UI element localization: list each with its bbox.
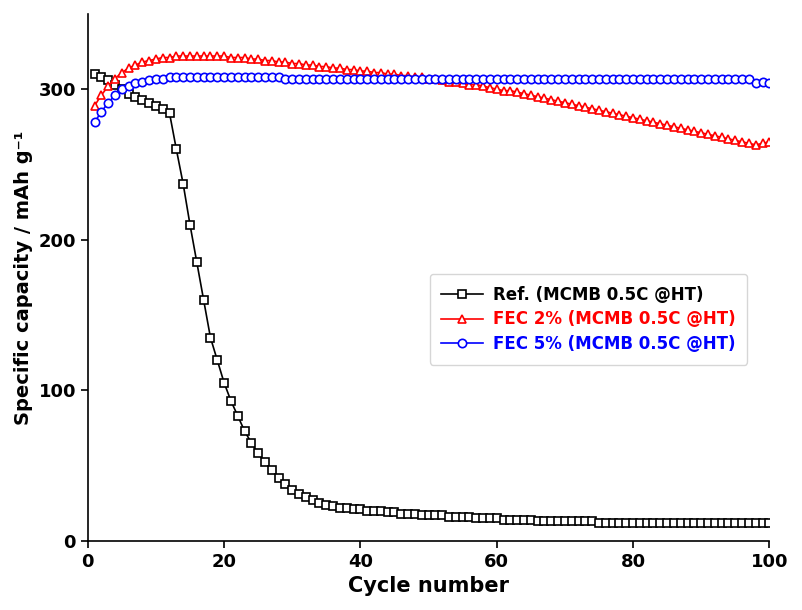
X-axis label: Cycle number: Cycle number — [348, 576, 509, 596]
Legend: Ref. (MCMB 0.5C @HT), FEC 2% (MCMB 0.5C @HT), FEC 5% (MCMB 0.5C @HT): Ref. (MCMB 0.5C @HT), FEC 2% (MCMB 0.5C … — [430, 274, 747, 365]
Y-axis label: Specific capacity / mAh g⁻¹: Specific capacity / mAh g⁻¹ — [14, 130, 33, 425]
